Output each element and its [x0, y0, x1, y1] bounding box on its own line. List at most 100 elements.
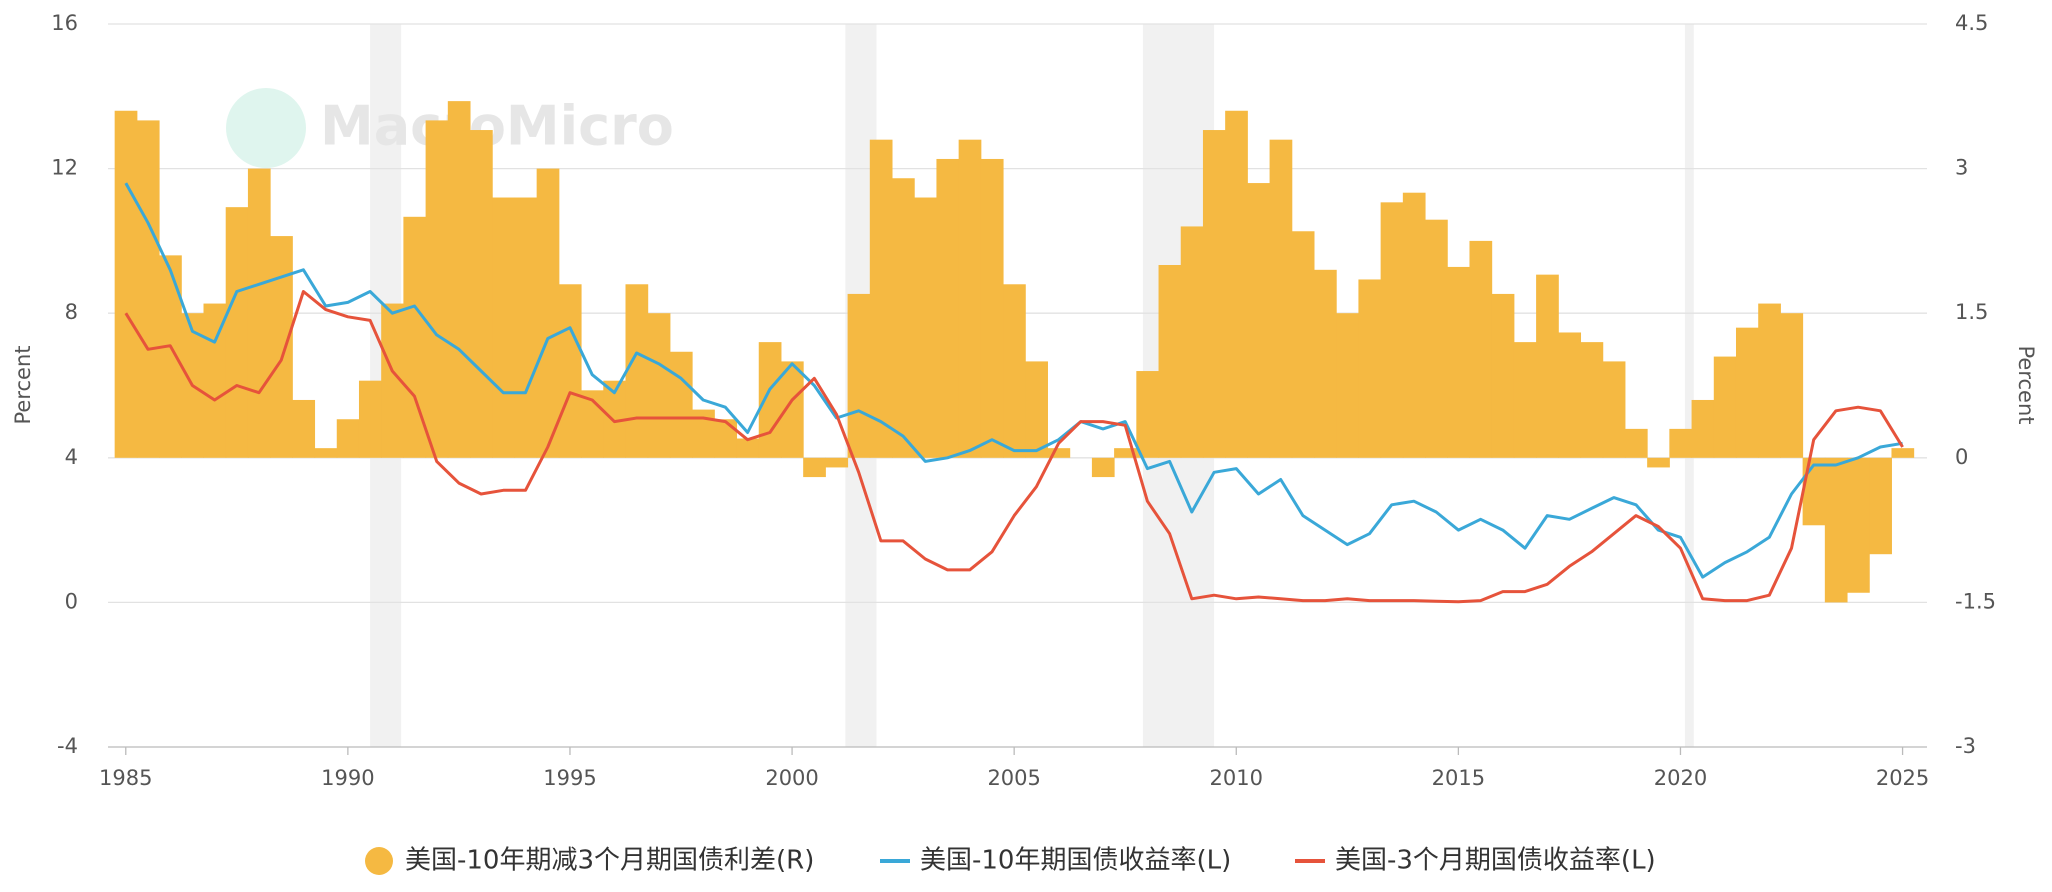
y2-tick-label: 4.5 [1955, 11, 1988, 35]
bar [1336, 313, 1359, 458]
bar [447, 101, 471, 458]
bar [1402, 192, 1426, 458]
bar [1735, 327, 1759, 458]
bar [1847, 457, 1870, 593]
recession-band [1684, 24, 1694, 747]
bar [1380, 202, 1404, 458]
bar [425, 120, 449, 458]
bar [1602, 361, 1626, 458]
bar [225, 207, 249, 458]
bar [1158, 265, 1182, 458]
bar [536, 168, 560, 458]
bar [1291, 231, 1315, 458]
bar [1269, 139, 1293, 458]
bar [1247, 183, 1271, 458]
x-tick-label: 1995 [543, 766, 596, 790]
bar [203, 303, 227, 458]
bar [1047, 448, 1071, 458]
y-tick-label: 4 [65, 445, 78, 469]
bar [514, 197, 538, 458]
bar [292, 399, 316, 458]
line-series [124, 290, 1904, 604]
y-tick-label: -4 [57, 734, 78, 758]
bar [1669, 428, 1693, 458]
legend-label: 美国-10年期减3个月期国债利差(R) [405, 846, 814, 876]
bar [714, 419, 738, 458]
bar [247, 168, 271, 458]
bar [647, 313, 671, 458]
bar [1225, 110, 1248, 458]
bar [1202, 130, 1226, 458]
x-tick-label: 1990 [321, 766, 374, 790]
y-tick-label: 8 [65, 300, 78, 324]
bar [625, 284, 649, 458]
x-tick-label: 2015 [1432, 766, 1485, 790]
bar [403, 216, 427, 458]
bar [1891, 448, 1915, 458]
bar [869, 139, 893, 458]
bar [381, 303, 404, 458]
bar [1647, 457, 1670, 468]
x-tick-label: 2025 [1876, 766, 1929, 790]
bar [603, 380, 626, 458]
bar [1580, 342, 1604, 458]
watermark-text: MacroMicro [320, 95, 674, 158]
x-tick-label: 2020 [1654, 766, 1707, 790]
x-tick-label: 2005 [987, 766, 1040, 790]
bar [958, 139, 982, 458]
bar [825, 457, 849, 468]
bar [1824, 457, 1848, 603]
bar [159, 255, 182, 458]
y2-tick-label: 3 [1955, 156, 1968, 180]
watermark-logo [226, 88, 306, 168]
bar [1003, 284, 1026, 458]
bar [1091, 457, 1115, 478]
x-tick-label: 2000 [765, 766, 818, 790]
legend-item: 美国-10年期减3个月期国债利差(R) [365, 846, 814, 876]
bar [270, 236, 293, 458]
legend-label: 美国-3个月期国债收益率(L) [1335, 846, 1656, 876]
watermark: MacroMicro [226, 88, 674, 168]
y2-axis-label: Percent [2014, 345, 2038, 424]
y-tick-label: 12 [51, 156, 78, 180]
y2-tick-label: -3 [1955, 734, 1976, 758]
bar [803, 457, 826, 478]
bar [492, 197, 515, 458]
legend-swatch [365, 847, 393, 875]
bar [914, 197, 937, 458]
bar [1114, 448, 1137, 458]
line-series [124, 182, 1903, 579]
bar [1802, 457, 1826, 526]
bar [336, 419, 360, 458]
bar [1447, 266, 1470, 458]
bar [1314, 269, 1337, 458]
bar [114, 110, 138, 458]
bar [1624, 428, 1648, 458]
legend-item: 美国-3个月期国债收益率(L) [1295, 846, 1656, 876]
bar [1713, 356, 1737, 458]
bar [470, 130, 493, 458]
bar [936, 158, 960, 458]
bar [314, 448, 338, 458]
bar [1180, 226, 1204, 458]
bar [692, 409, 715, 458]
x-tick-label: 1985 [99, 766, 152, 790]
bar [1425, 219, 1448, 458]
bar [1136, 371, 1160, 458]
y2-tick-label: 0 [1955, 445, 1968, 469]
legend-label: 美国-10年期国债收益率(L) [920, 846, 1231, 876]
bar [1869, 457, 1892, 555]
bar [1513, 342, 1537, 458]
y2-tick-label: -1.5 [1955, 589, 1996, 613]
bar [1758, 303, 1781, 458]
y-tick-label: 0 [65, 589, 78, 613]
bar [1469, 240, 1493, 458]
bar [758, 342, 782, 458]
bar [736, 438, 760, 458]
bar [358, 380, 382, 458]
bar [1536, 274, 1559, 458]
bar [1780, 313, 1804, 458]
bar [669, 351, 693, 458]
bar [892, 178, 915, 458]
